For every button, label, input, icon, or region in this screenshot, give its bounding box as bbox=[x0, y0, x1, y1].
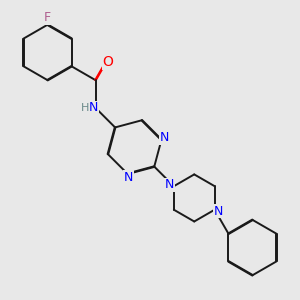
Text: N: N bbox=[160, 131, 170, 144]
Text: F: F bbox=[44, 11, 51, 24]
Text: N: N bbox=[214, 205, 224, 218]
Text: H: H bbox=[81, 103, 89, 113]
Text: O: O bbox=[103, 55, 113, 69]
Text: N: N bbox=[88, 101, 98, 114]
Text: N: N bbox=[165, 178, 174, 191]
Text: N: N bbox=[124, 171, 134, 184]
